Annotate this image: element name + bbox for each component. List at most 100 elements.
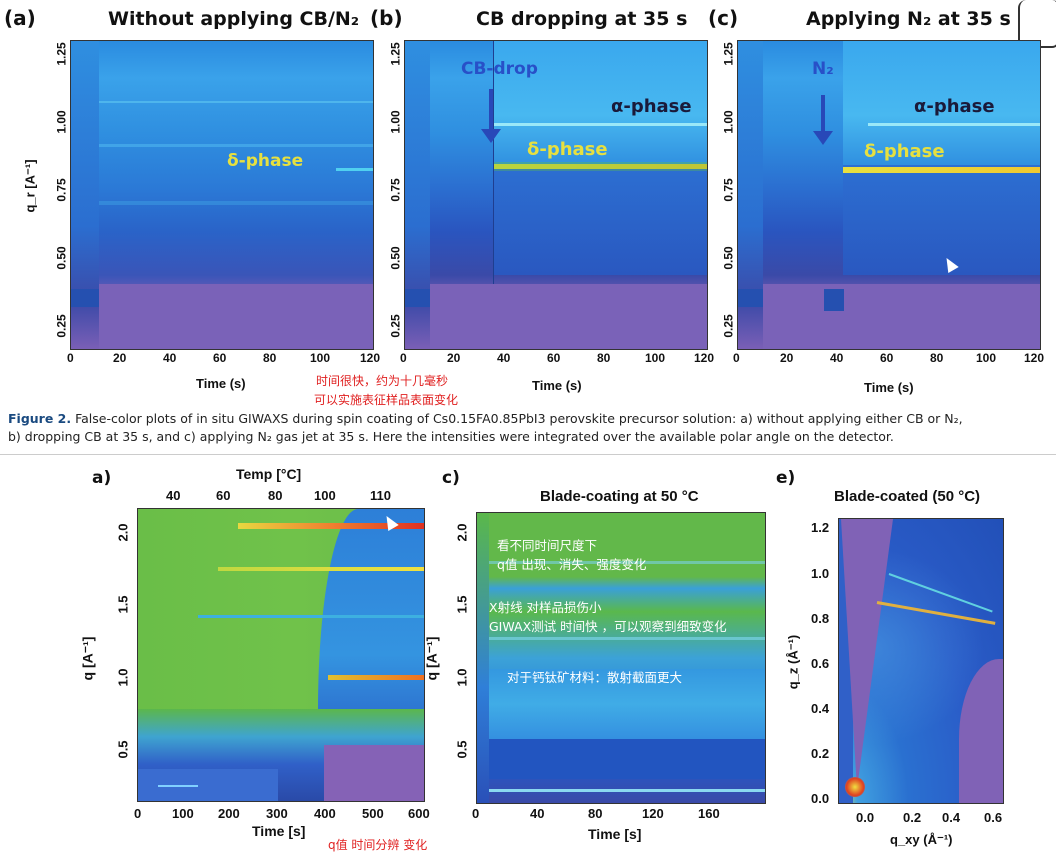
y-tick: 0.8 <box>811 611 830 626</box>
figure-caption: Figure 2. False-color plots of in situ G… <box>8 410 1053 446</box>
y-tick: 0.25 <box>388 314 403 338</box>
panel-a-title: Without applying CB/N₂ <box>108 8 360 30</box>
temp-tick: 100 <box>314 488 336 503</box>
x-tick: 100 <box>976 351 997 365</box>
temp-tick: 60 <box>216 488 231 503</box>
x-tick: 200 <box>218 806 240 821</box>
note-time-scales: 看不同时间尺度下 <box>497 538 598 553</box>
arrow-down-icon <box>489 89 493 131</box>
bottom-c-x-title: Time [s] <box>588 826 642 842</box>
caption-label: Figure 2. <box>8 411 72 426</box>
bottom-a-temp-title: Temp [°C] <box>236 466 302 482</box>
x-tick: 80 <box>588 806 603 821</box>
x-tick: 20 <box>780 351 794 365</box>
temp-tick: 110 <box>370 488 391 503</box>
y-tick: 0.0 <box>811 791 830 806</box>
x-tick: 40 <box>163 351 177 365</box>
annot-c-delta-phase: δ-phase <box>864 141 945 162</box>
panel-b-title: CB dropping at 35 s <box>476 8 688 30</box>
x-tick: 0 <box>134 806 142 821</box>
annot-a-delta-phase: δ-phase <box>227 151 304 171</box>
x-tick: 500 <box>362 806 384 821</box>
note-q-change: q值 出现、消失、强度变化 <box>497 557 647 572</box>
x-tick: 120 <box>360 351 381 365</box>
temp-tick: 80 <box>268 488 283 503</box>
y-tick: 1.0 <box>811 566 830 581</box>
caption-text-line1: False-color plots of in situ GIWAXS duri… <box>75 411 963 426</box>
x-tick: 0 <box>67 351 74 365</box>
x-tick: 0.4 <box>942 810 961 825</box>
bottom-c-label: c) <box>442 468 460 488</box>
annot-b-alpha-phase: α-phase <box>611 96 692 117</box>
annot-c-alpha-phase: α-phase <box>914 96 995 117</box>
x-tick: 0.2 <box>903 810 922 825</box>
panel-a-heatmap: δ-phase <box>70 40 374 350</box>
bottom-c-title: Blade-coating at 50 °C <box>540 488 699 505</box>
y-tick: 2.0 <box>115 523 131 542</box>
bottom-a-label: a) <box>92 468 112 488</box>
x-tick: 40 <box>830 351 844 365</box>
y-tick: 0.25 <box>721 314 736 338</box>
arrow-head-icon <box>481 129 501 143</box>
x-tick: 0 <box>400 351 407 365</box>
y-tick: 1.2 <box>811 520 830 535</box>
y-tick: 2.0 <box>454 523 470 542</box>
x-tick: 60 <box>880 351 894 365</box>
x-tick: 120 <box>1024 351 1045 365</box>
beamstop-wedge <box>841 519 893 789</box>
bottom-c-heatmap: 看不同时间尺度下 q值 出现、消失、强度变化 X射线 对样品损伤小 GIWAX测… <box>476 512 766 804</box>
x-tick: 120 <box>694 351 715 365</box>
y-tick: 0.2 <box>811 746 830 761</box>
y-tick: 0.75 <box>54 178 69 202</box>
bottom-c-y-title: q [A⁻¹] <box>423 636 440 681</box>
y-tick: 0.50 <box>388 246 403 270</box>
y-tick: 0.25 <box>54 314 69 338</box>
arrow-down-icon <box>821 95 825 133</box>
arrow-head-icon <box>813 131 833 145</box>
x-tick: 120 <box>642 806 664 821</box>
y-tick: 1.25 <box>54 42 69 66</box>
y-tick: 1.0 <box>115 668 131 687</box>
caption-text-line2: b) dropping CB at 35 s, and c) applying … <box>8 429 894 444</box>
bottom-figure-frame <box>0 454 1056 455</box>
bottom-e-detector-image <box>838 518 1004 804</box>
bottom-a-y-title: q [A⁻¹] <box>79 636 96 681</box>
x-tick: 60 <box>547 351 561 365</box>
red-note-surface: 可以实施表征样品表面变化 <box>314 393 459 407</box>
y-tick: 0.50 <box>721 246 736 270</box>
bottom-e-label: e) <box>776 468 796 488</box>
note-xray-damage: X射线 对样品损伤小 <box>489 600 602 615</box>
x-tick: 80 <box>597 351 611 365</box>
panel-a-label: (a) <box>4 6 36 30</box>
red-note-q-time: q值 时间分辨 变化 <box>328 838 428 852</box>
x-tick: 160 <box>698 806 720 821</box>
x-tick: 400 <box>314 806 336 821</box>
x-tick: 80 <box>930 351 944 365</box>
bottom-e-x-title: q_xy (Å⁻¹) <box>890 832 953 847</box>
bottom-e-y-title: q_z (Å⁻¹) <box>785 634 801 690</box>
x-tick: 40 <box>497 351 511 365</box>
y-tick: 1.00 <box>388 110 403 134</box>
y-tick: 1.5 <box>115 595 131 614</box>
y-tick: 1.00 <box>721 110 736 134</box>
panel-b-label: (b) <box>370 6 403 30</box>
y-tick: 0.5 <box>115 740 131 759</box>
x-tick: 600 <box>408 806 430 821</box>
x-tick: 300 <box>266 806 288 821</box>
panel-c-heatmap: N₂ α-phase δ-phase <box>737 40 1041 350</box>
annot-b-delta-phase: δ-phase <box>527 139 608 160</box>
note-perovskite: 对于钙钛矿材料：散射截面更大 <box>507 670 683 685</box>
panel-b-heatmap: CB-drop α-phase δ-phase <box>404 40 708 350</box>
note-giwax-fast: GIWAX测试 时间快 ，可以观察到细致变化 <box>489 619 727 634</box>
y-tick: 0.4 <box>811 701 830 716</box>
y-tick: 0.6 <box>811 656 830 671</box>
x-tick: 20 <box>447 351 461 365</box>
x-tick: 100 <box>645 351 666 365</box>
y-tick: 0.50 <box>54 246 69 270</box>
y-tick: 1.00 <box>54 110 69 134</box>
annot-b-cb-drop: CB-drop <box>461 59 538 79</box>
bottom-a-x-title: Time [s] <box>252 823 306 839</box>
x-tick: 80 <box>263 351 277 365</box>
panel-a-y-title: q_r [A⁻¹] <box>22 159 38 213</box>
x-tick: 0.0 <box>856 810 875 825</box>
